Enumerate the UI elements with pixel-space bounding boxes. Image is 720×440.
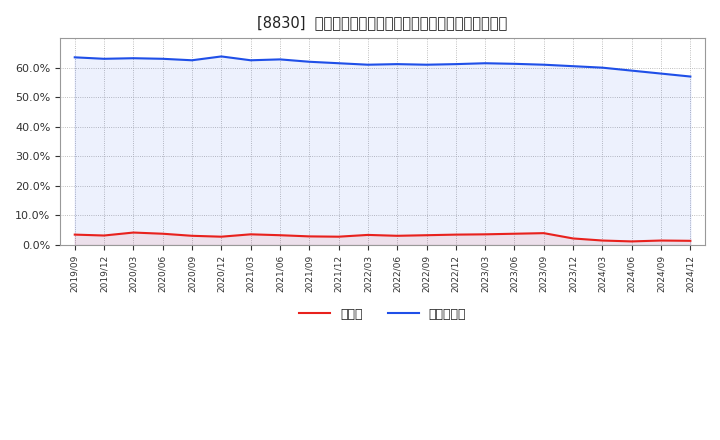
有利子負債 bbox=[188, 58, 197, 63]
現須金 bbox=[569, 236, 577, 241]
Line: 有利子負債: 有利子負債 bbox=[75, 56, 690, 77]
有利子負債 bbox=[334, 61, 343, 66]
現須金 bbox=[539, 231, 548, 236]
Legend: 現須金, 有利子負債: 現須金, 有利子負債 bbox=[294, 303, 472, 326]
有利子負債 bbox=[246, 58, 255, 63]
現須金 bbox=[217, 234, 225, 239]
現須金 bbox=[422, 233, 431, 238]
現須金 bbox=[188, 233, 197, 238]
有利子負債 bbox=[422, 62, 431, 67]
現須金 bbox=[158, 231, 167, 236]
現須金 bbox=[246, 232, 255, 237]
現須金 bbox=[686, 238, 695, 243]
有利子負債 bbox=[451, 62, 460, 67]
現須金 bbox=[510, 231, 519, 236]
有利子負債 bbox=[158, 56, 167, 62]
現須金 bbox=[627, 239, 636, 244]
現須金 bbox=[451, 232, 460, 237]
有利子負債 bbox=[686, 74, 695, 79]
有利子負債 bbox=[569, 63, 577, 69]
有利子負債 bbox=[510, 61, 519, 66]
現須金 bbox=[100, 233, 109, 238]
有利子負債 bbox=[71, 55, 79, 60]
現須金 bbox=[657, 238, 665, 243]
有利子負債 bbox=[364, 62, 372, 67]
現須金 bbox=[393, 233, 402, 238]
現須金 bbox=[305, 234, 314, 239]
現須金 bbox=[276, 233, 284, 238]
現須金 bbox=[481, 232, 490, 237]
有利子負債 bbox=[393, 62, 402, 67]
現須金 bbox=[334, 234, 343, 239]
有利子負債 bbox=[129, 55, 138, 61]
現須金 bbox=[598, 238, 607, 243]
Title: [8830]  現須金、有利子負債の総資産に対する比率の推移: [8830] 現須金、有利子負債の総資産に対する比率の推移 bbox=[258, 15, 508, 30]
有利子負債 bbox=[305, 59, 314, 64]
有利子負債 bbox=[539, 62, 548, 67]
Line: 現須金: 現須金 bbox=[75, 233, 690, 242]
有利子負債 bbox=[627, 68, 636, 73]
有利子負債 bbox=[100, 56, 109, 62]
有利子負債 bbox=[657, 71, 665, 76]
有利子負債 bbox=[276, 57, 284, 62]
現須金 bbox=[129, 230, 138, 235]
有利子負債 bbox=[481, 61, 490, 66]
現須金 bbox=[364, 232, 372, 238]
有利子負債 bbox=[598, 65, 607, 70]
現須金 bbox=[71, 232, 79, 237]
有利子負債 bbox=[217, 54, 225, 59]
